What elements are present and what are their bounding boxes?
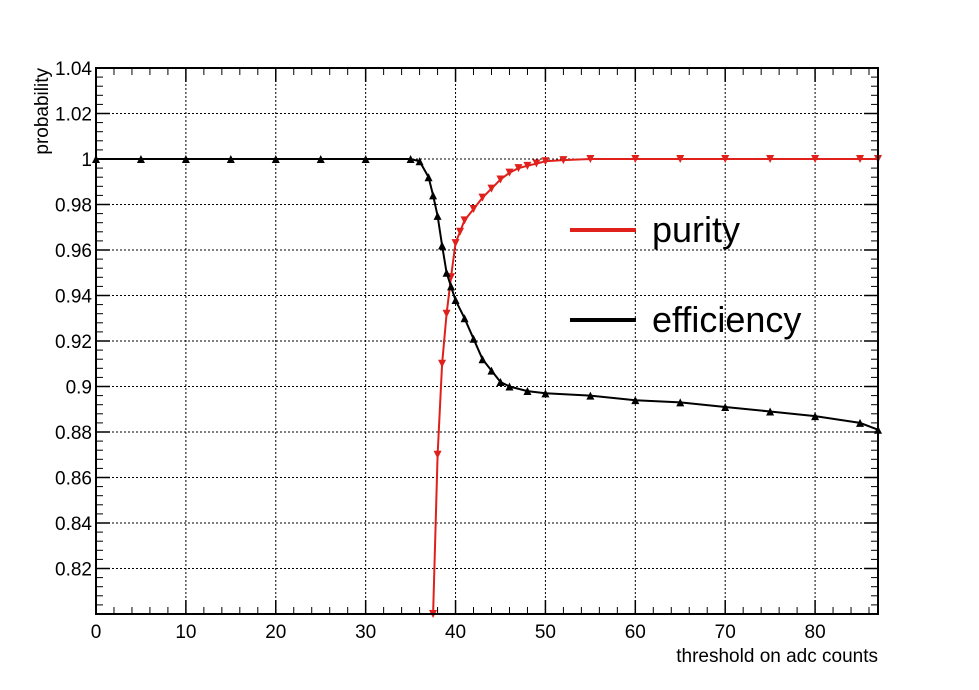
x-tick-label: 40 (445, 622, 466, 643)
data-point-purity (559, 156, 568, 165)
x-axis-label: threshold on adc counts (676, 646, 878, 667)
plot-frame (95, 67, 879, 615)
data-point-purity (676, 155, 685, 163)
x-tick-labels: 0 10 20 30 40 50 60 70 80 (91, 622, 826, 643)
y-tick-label: 0.86 (55, 469, 92, 490)
data-point-purity (856, 155, 865, 163)
y-tick-labels: 0.82 0.84 0.86 0.88 0.9 0.92 0.94 0.96 0.98 1 1.02… (55, 59, 92, 581)
data-point-purity (721, 155, 730, 163)
data-point-purity (766, 155, 775, 163)
y-tick-label: 0.9 (66, 378, 92, 399)
data-point-purity (505, 168, 514, 177)
data-point-efficiency (136, 155, 145, 163)
x-tick-label: 80 (805, 622, 826, 643)
series (92, 155, 882, 618)
data-point-efficiency (361, 155, 370, 163)
x-tick-label: 60 (625, 622, 646, 643)
data-point-efficiency (631, 396, 640, 405)
y-tick-label: 1 (81, 150, 92, 171)
data-point-purity (487, 184, 496, 193)
data-point-purity (541, 157, 550, 166)
data-point-efficiency (442, 268, 451, 277)
y-tick-label: 0.98 (55, 196, 92, 217)
data-point-efficiency (496, 377, 505, 386)
x-tick-label: 0 (91, 622, 102, 643)
data-point-purity (478, 193, 487, 202)
data-point-efficiency (505, 382, 514, 391)
data-point-purity (438, 359, 447, 368)
legend: purity efficiency (570, 209, 801, 340)
data-point-purity (433, 450, 442, 459)
y-tick-label: 0.94 (55, 287, 92, 308)
data-point-efficiency (438, 241, 447, 250)
legend-label-purity: purity (652, 209, 740, 250)
data-point-efficiency (415, 157, 424, 166)
grid (96, 68, 878, 614)
y-tick-label: 0.96 (55, 241, 92, 262)
series-line-efficiency (96, 158, 879, 431)
data-point-efficiency (478, 355, 487, 364)
data-point-efficiency (487, 366, 496, 375)
x-tick-label: 20 (265, 622, 286, 643)
y-tick-label: 1.04 (55, 59, 92, 80)
data-point-purity (811, 155, 820, 163)
ticks (95, 67, 878, 614)
data-point-efficiency (676, 398, 685, 407)
x-tick-label: 10 (175, 622, 196, 643)
data-point-efficiency (447, 282, 456, 291)
y-tick-label: 0.82 (55, 560, 92, 581)
data-point-efficiency (424, 173, 433, 182)
legend-label-efficiency: efficiency (652, 299, 801, 340)
data-point-purity (514, 164, 523, 173)
y-tick-label: 0.92 (55, 332, 92, 353)
data-point-purity (586, 155, 595, 163)
data-point-purity (442, 309, 451, 318)
data-point-efficiency (469, 334, 478, 343)
y-tick-label: 1.02 (55, 105, 92, 126)
data-point-purity (532, 159, 541, 168)
data-point-purity (456, 227, 465, 236)
data-point-efficiency (766, 407, 775, 416)
data-point-efficiency (856, 418, 865, 427)
data-point-purity (469, 205, 478, 214)
data-point-efficiency (406, 155, 415, 163)
data-point-efficiency (429, 191, 438, 200)
data-point-purity (496, 175, 505, 184)
y-tick-label: 0.84 (55, 514, 92, 535)
data-point-efficiency (433, 211, 442, 220)
data-point-purity (631, 155, 640, 163)
x-tick-label: 70 (715, 622, 736, 643)
x-tick-label: 30 (355, 622, 376, 643)
data-point-efficiency (721, 402, 730, 411)
data-point-efficiency (811, 412, 820, 421)
data-point-efficiency (226, 155, 235, 163)
data-point-efficiency (541, 389, 550, 398)
data-point-efficiency (460, 314, 469, 323)
data-point-purity (523, 161, 532, 170)
data-point-purity (451, 239, 460, 248)
y-tick-label: 0.88 (55, 423, 92, 444)
series-line-purity (432, 158, 878, 615)
y-axis-label: probability (32, 68, 53, 155)
data-point-efficiency (586, 391, 595, 400)
data-point-efficiency (523, 387, 532, 396)
data-point-efficiency (271, 155, 280, 163)
data-point-efficiency (316, 155, 325, 163)
data-point-purity (460, 216, 469, 225)
data-point-efficiency (181, 155, 190, 163)
x-tick-label: 50 (535, 622, 556, 643)
data-point-efficiency (451, 296, 460, 305)
